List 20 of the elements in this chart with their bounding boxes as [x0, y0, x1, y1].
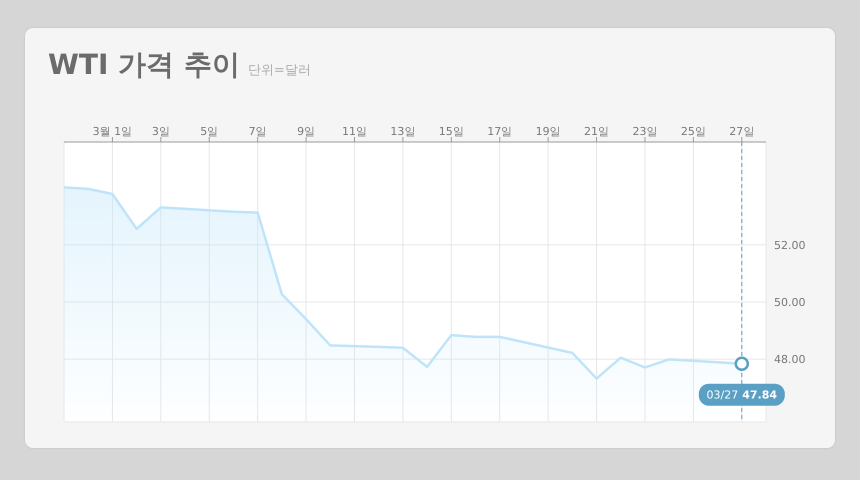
x-tick-label: 11일 — [342, 125, 367, 138]
x-tick-label: 13일 — [390, 125, 416, 138]
x-tick-label: 3일 — [152, 125, 170, 138]
x-tick-label: 21일 — [584, 125, 610, 138]
chart-title: WTI 가격 추이 — [48, 47, 240, 83]
x-tick-label: 23일 — [632, 125, 658, 138]
y-tick-label: 48.00 — [774, 353, 806, 366]
x-tick-label: 3월 1일 — [92, 125, 132, 138]
x-tick-label: 17일 — [487, 125, 512, 138]
x-tick-label: 25일 — [680, 125, 706, 138]
x-tick-label: 19일 — [536, 125, 561, 138]
x-tick-label: 9일 — [297, 125, 316, 138]
x-tick-label: 5일 — [200, 125, 218, 138]
annotation: 03/27 47.84 — [706, 388, 778, 402]
x-tick-label: 7일 — [248, 125, 267, 138]
y-tick-label: 50.00 — [774, 296, 806, 309]
y-tick-label: 52.00 — [774, 238, 806, 252]
x-tick-label: 27일 — [729, 125, 754, 138]
chart-subtitle: 단위=달러 — [248, 62, 311, 79]
x-tick-label: 15일 — [438, 125, 464, 138]
